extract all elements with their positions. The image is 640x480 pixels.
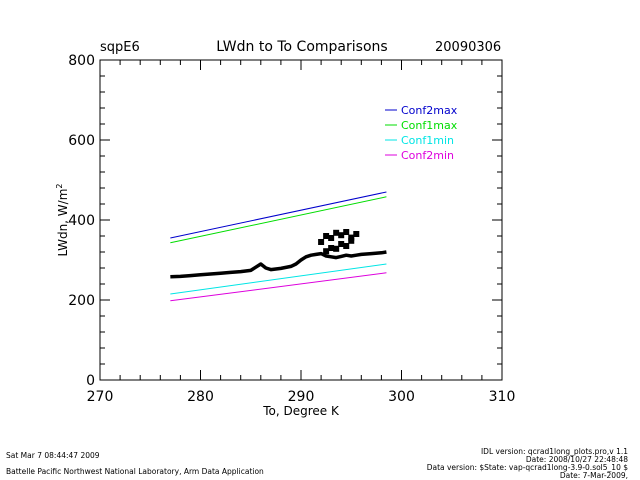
y-tick-label: 200: [68, 293, 95, 309]
legend: Conf2max Conf1max Conf1min Conf2min: [385, 104, 458, 162]
y-tick-label: 400: [68, 213, 95, 229]
footer-data-version: Data version: $State: vap-qcrad1long-3.9…: [426, 463, 628, 472]
observed-point: [333, 245, 340, 252]
observed-line: [170, 250, 387, 279]
footer-date: Date: 2008/10/27 22:48:48: [525, 455, 628, 464]
y-tick-label: 600: [68, 133, 95, 149]
legend-label: Conf1max: [401, 119, 458, 132]
legend-label: Conf1min: [401, 134, 454, 147]
series-line-conf2max: [170, 191, 387, 239]
x-tick-label: 270: [87, 389, 114, 405]
observations-layer: [170, 229, 387, 279]
station-label: sqpE6: [100, 40, 140, 55]
observed-point: [328, 235, 335, 241]
footer-idl-version: IDL version: qcrad1long_plots.pro,v 1.1: [480, 447, 628, 456]
legend-label: Conf2min: [401, 149, 454, 162]
y-axis-label: LWdn, W/m: [56, 189, 70, 257]
observed-point: [333, 229, 340, 236]
series-line-conf1min: [170, 263, 387, 295]
legend-label: Conf2max: [401, 104, 458, 117]
svg-text:LWdn, W/m2: LWdn, W/m2: [55, 184, 70, 257]
x-tick-label: 300: [388, 389, 415, 405]
observed-point: [318, 239, 325, 245]
observed-point: [353, 231, 360, 237]
observed-point: [338, 232, 345, 239]
observed-point: [343, 243, 350, 249]
y-axis-label-superscript: 2: [55, 184, 64, 189]
footer-data-date: Date: 7-Mar-2009,: [559, 471, 628, 480]
observed-point: [328, 245, 335, 251]
footer-timestamp: Sat Mar 7 08:44:47 2009: [6, 451, 100, 460]
chart-title: LWdn to To Comparisons: [216, 39, 387, 55]
x-axis-label: To, Degree K: [262, 404, 340, 418]
chart-date: 20090306: [435, 40, 501, 55]
observed-point: [348, 234, 355, 241]
y-tick-label: 800: [68, 53, 95, 69]
x-tick-label: 310: [489, 389, 516, 405]
observed-point: [323, 248, 330, 255]
series-line-conf1max: [170, 196, 387, 244]
x-axis-ticks: 270 280 290 300 310: [87, 60, 516, 405]
observed-point: [348, 237, 355, 244]
x-tick-label: 280: [187, 389, 214, 405]
y-axis-ticks: 0 200 400 600 800: [68, 53, 502, 389]
series-lines: [170, 191, 387, 302]
series-line-conf2min: [170, 272, 387, 302]
observed-point: [338, 241, 345, 247]
x-tick-label: 290: [288, 389, 315, 405]
y-tick-label: 0: [86, 373, 95, 389]
y-axis-label-group: LWdn, W/m2: [55, 184, 70, 257]
observed-point: [343, 229, 350, 235]
observed-point: [323, 233, 330, 239]
footer-org: Battelle Pacific Northwest National Labo…: [6, 467, 264, 476]
